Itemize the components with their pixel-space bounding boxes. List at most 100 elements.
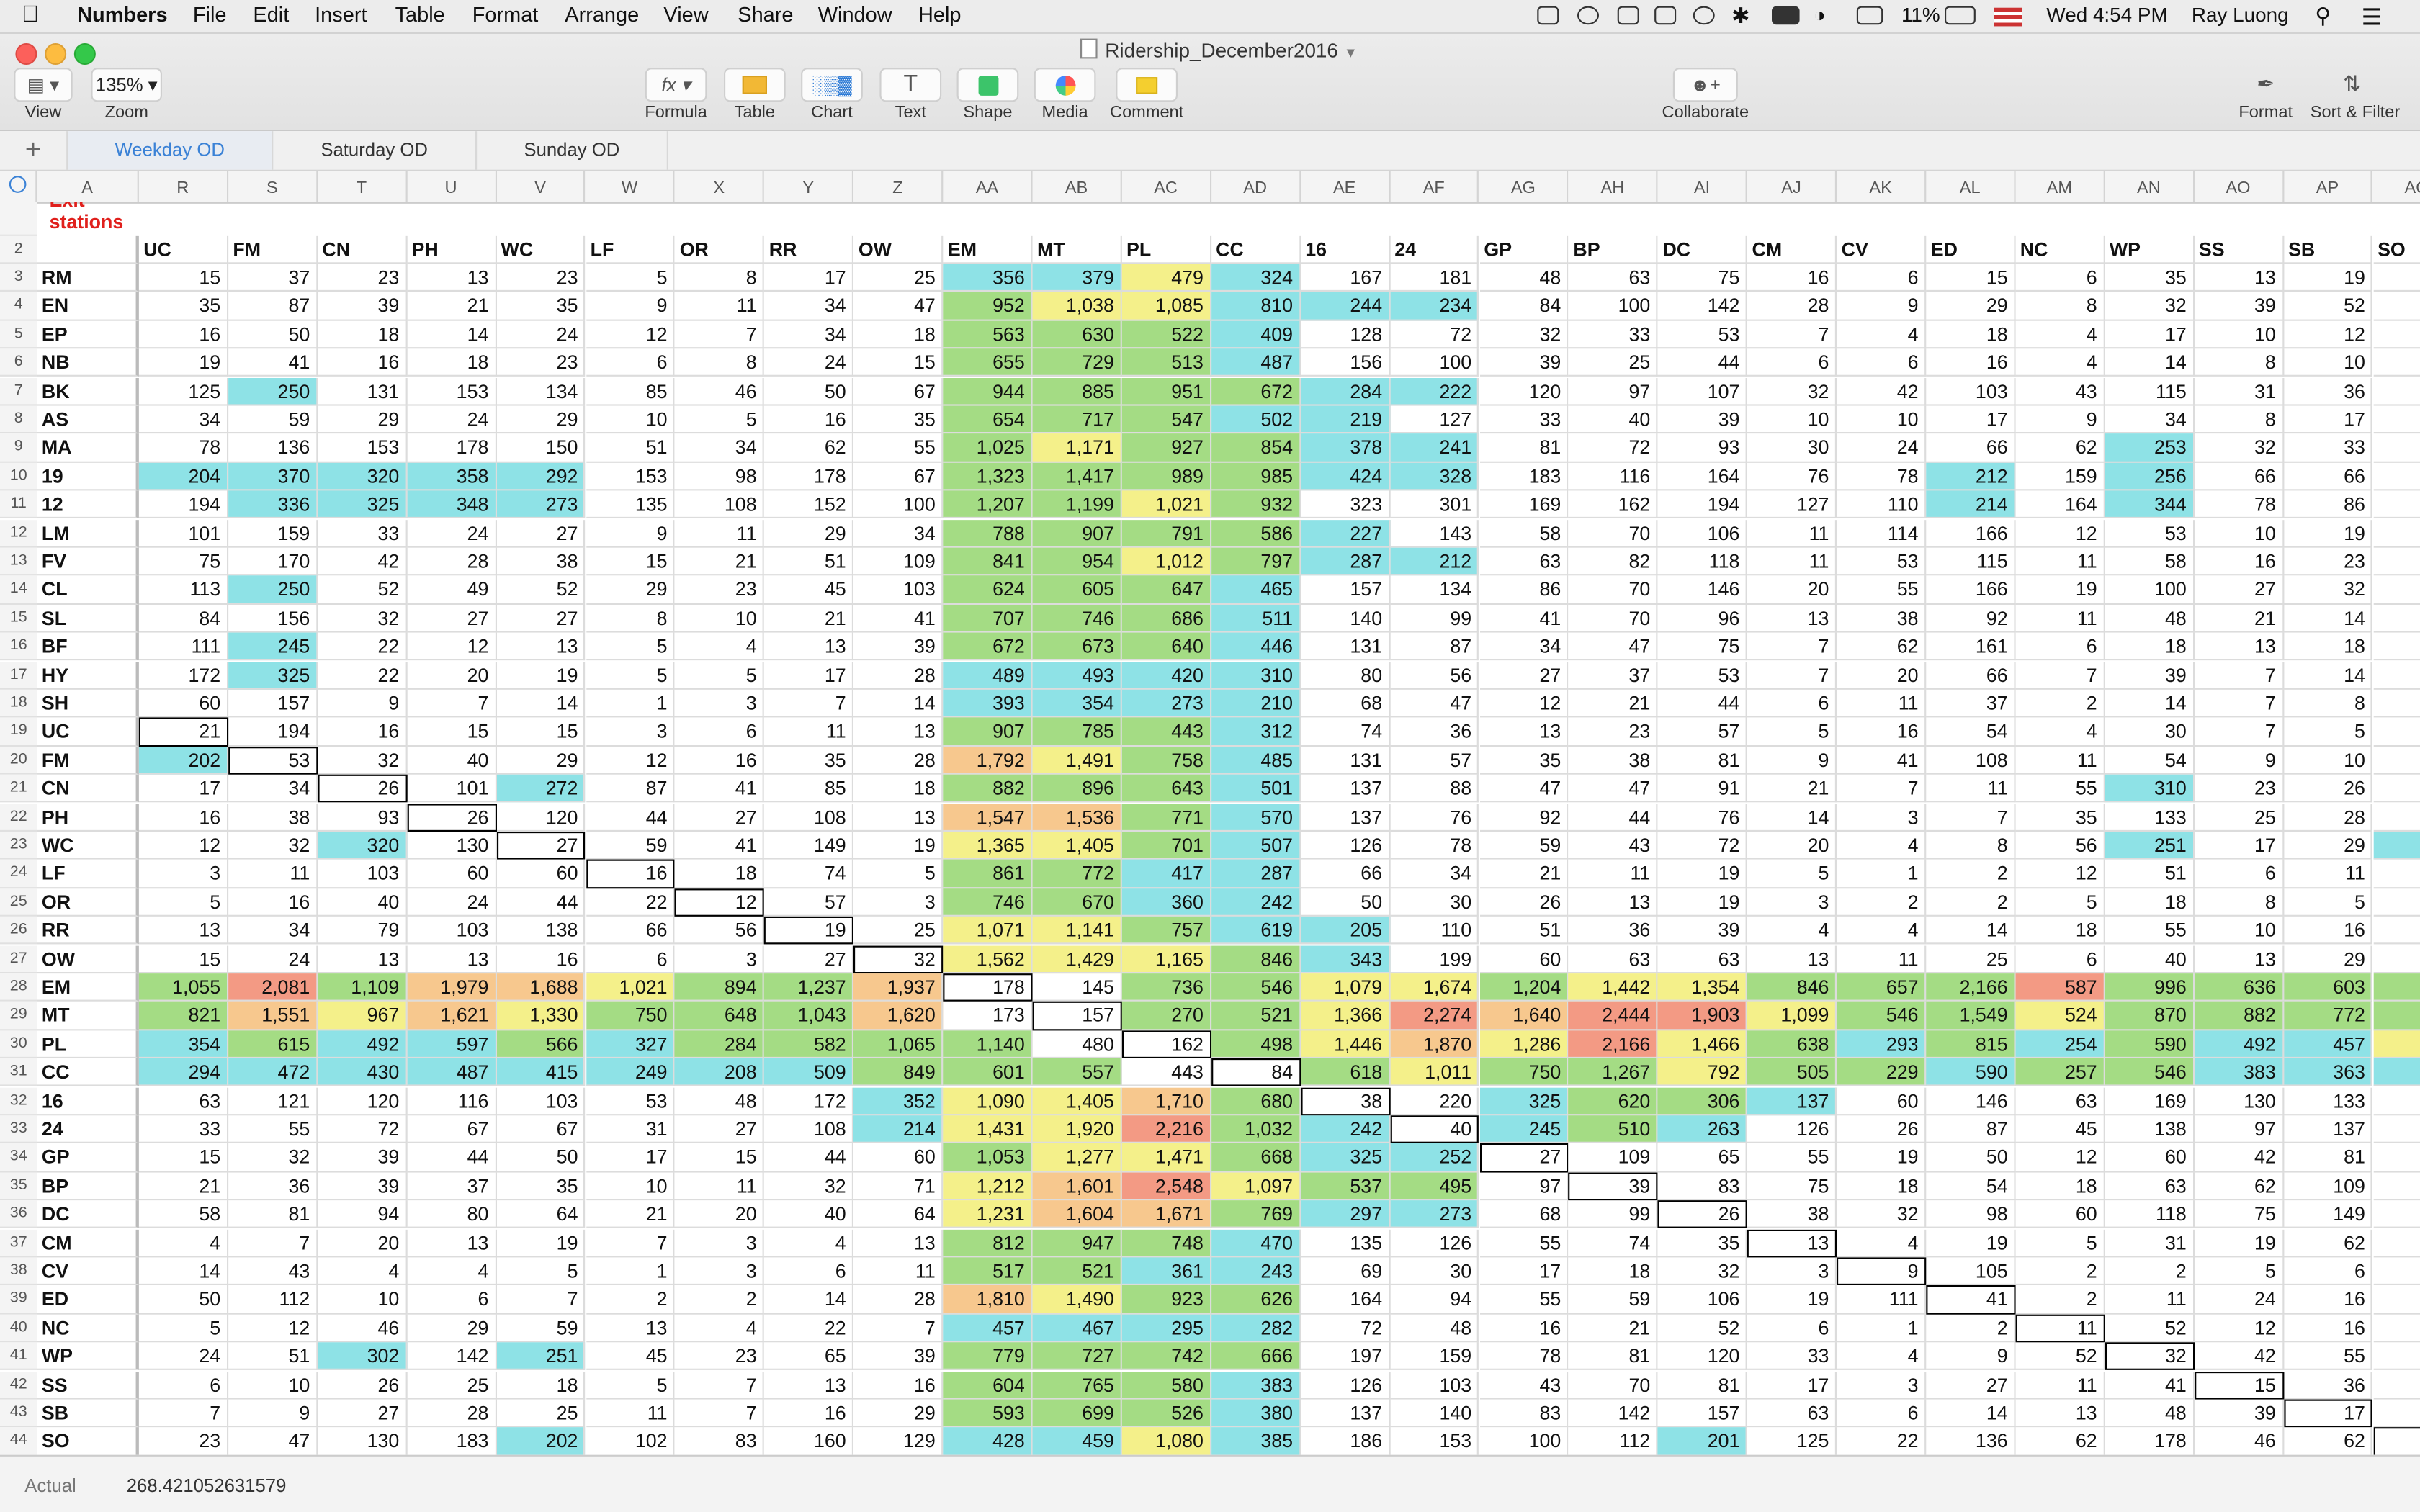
data-cell[interactable]: 120 — [1479, 377, 1569, 406]
column-title-cell[interactable]: ED — [1926, 235, 2016, 264]
data-cell[interactable]: 24 — [138, 1342, 228, 1371]
data-cell[interactable]: 1,671 — [1121, 1200, 1211, 1229]
row-label-cell[interactable]: SB — [37, 1399, 139, 1428]
data-cell[interactable]: 643 — [1121, 774, 1211, 804]
data-cell[interactable]: 1,090 — [943, 1086, 1033, 1116]
data-cell[interactable]: 13 — [586, 1314, 676, 1343]
row-number[interactable]: 38 — [0, 1257, 37, 1286]
data-cell[interactable]: 7 — [407, 689, 497, 719]
data-cell[interactable]: 1,065 — [853, 1030, 944, 1059]
data-cell[interactable]: 263 — [1658, 1115, 1748, 1144]
data-cell[interactable]: 13 — [2015, 1399, 2105, 1428]
data-cell[interactable]: 27 — [496, 831, 586, 860]
menu-user[interactable]: Ray Luong — [2191, 3, 2289, 27]
column-title-cell[interactable]: BP — [1568, 235, 1659, 264]
row-label-cell[interactable]: PL — [37, 1030, 139, 1059]
data-cell[interactable]: 6 — [1747, 348, 1837, 377]
data-cell[interactable]: 28 — [407, 547, 497, 576]
status-circle-icon[interactable] — [1693, 6, 1715, 25]
data-cell[interactable]: 17 — [1926, 405, 2016, 434]
data-cell[interactable]: 428 — [943, 1427, 1033, 1455]
data-cell[interactable]: 343 — [1300, 945, 1390, 973]
data-cell[interactable]: 1,286 — [1479, 1030, 1569, 1059]
data-cell[interactable] — [2372, 945, 2420, 973]
data-cell[interactable]: 18 — [407, 348, 497, 377]
data-cell[interactable]: 86 — [1479, 575, 1569, 605]
data-cell[interactable] — [2372, 491, 2420, 520]
data-cell[interactable]: 521 — [1032, 1257, 1122, 1286]
data-cell[interactable]: 59 — [586, 831, 676, 860]
data-cell[interactable]: 797 — [1211, 547, 1301, 576]
data-cell[interactable]: 20 — [1747, 575, 1837, 605]
data-cell[interactable]: 173 — [943, 1002, 1033, 1030]
data-cell[interactable]: 75 — [138, 547, 228, 576]
data-cell[interactable]: 66 — [2194, 462, 2284, 491]
data-cell[interactable]: 9 — [1837, 1257, 1927, 1286]
data-cell[interactable]: 29 — [496, 746, 586, 775]
data-cell[interactable]: 101 — [407, 774, 497, 804]
data-cell[interactable]: 40 — [317, 888, 408, 917]
data-cell[interactable]: 20 — [407, 661, 497, 690]
data-cell[interactable]: 443 — [1121, 1058, 1211, 1087]
column-header-an[interactable]: AN — [2105, 171, 2195, 202]
data-cell[interactable]: 23 — [675, 575, 765, 605]
data-cell[interactable]: 1,640 — [1479, 1002, 1569, 1030]
data-cell[interactable]: 92 — [1479, 803, 1569, 832]
data-cell[interactable]: 1,011 — [1389, 1058, 1479, 1087]
data-cell[interactable]: 50 — [1300, 888, 1390, 917]
data-cell[interactable]: 587 — [2015, 973, 2105, 1002]
row-number[interactable]: 32 — [0, 1086, 37, 1116]
data-cell[interactable]: 21 — [764, 604, 854, 633]
data-cell[interactable]: 18 — [2283, 632, 2373, 662]
data-cell[interactable]: 846 — [1211, 945, 1301, 973]
data-cell[interactable]: 70 — [1568, 519, 1659, 548]
data-cell[interactable]: 328 — [1389, 462, 1479, 491]
data-cell[interactable]: 14 — [853, 689, 944, 719]
notification-center-icon[interactable]: ☰ — [2361, 4, 2383, 31]
data-cell[interactable]: 153 — [407, 377, 497, 406]
row-label-cell[interactable]: BK — [37, 377, 139, 406]
row-number[interactable]: 34 — [0, 1143, 37, 1172]
data-cell[interactable]: 38 — [1300, 1086, 1390, 1116]
data-cell[interactable]: 21 — [2194, 604, 2284, 633]
column-header-y[interactable]: Y — [764, 171, 854, 202]
data-cell[interactable]: 75 — [1658, 264, 1748, 292]
column-title-cell[interactable]: CN — [317, 235, 408, 264]
data-cell[interactable]: 130 — [317, 1427, 408, 1455]
row-label-cell[interactable]: OW — [37, 945, 139, 973]
data-cell[interactable]: 41 — [675, 774, 765, 804]
data-cell[interactable]: 779 — [943, 1342, 1033, 1371]
data-cell[interactable]: 55 — [1479, 1228, 1569, 1258]
data-cell[interactable]: 10 — [675, 604, 765, 633]
data-cell[interactable]: 19 — [2194, 1228, 2284, 1258]
data-cell[interactable]: 597 — [407, 1030, 497, 1059]
data-cell[interactable]: 1,053 — [943, 1143, 1033, 1172]
data-cell[interactable]: 480 — [1032, 1030, 1122, 1059]
data-cell[interactable]: 746 — [943, 888, 1033, 917]
data-cell[interactable]: 10 — [2283, 746, 2373, 775]
app-menu[interactable]: Numbers — [77, 3, 168, 27]
row-label-cell[interactable]: CN — [37, 774, 139, 804]
data-cell[interactable]: 35 — [1658, 1228, 1748, 1258]
data-cell[interactable]: 245 — [228, 632, 318, 662]
data-cell[interactable]: 19 — [496, 661, 586, 690]
column-title-cell[interactable]: MT — [1032, 235, 1122, 264]
data-cell[interactable]: 97 — [2194, 1115, 2284, 1144]
data-cell[interactable]: 1 — [1837, 860, 1927, 888]
data-cell[interactable]: 493 — [1032, 661, 1122, 690]
data-cell[interactable]: 18 — [2015, 917, 2105, 945]
data-cell[interactable]: 108 — [764, 1115, 854, 1144]
row-label-cell[interactable]: NC — [37, 1314, 139, 1343]
data-cell[interactable]: 38 — [1747, 1200, 1837, 1229]
data-cell[interactable]: 3 — [853, 888, 944, 917]
data-cell[interactable]: 18 — [1837, 1171, 1927, 1201]
data-cell[interactable]: 146 — [1658, 575, 1748, 605]
data-cell[interactable]: 24 — [407, 519, 497, 548]
data-cell[interactable]: 1,071 — [943, 917, 1033, 945]
data-cell[interactable]: 63 — [2105, 1171, 2195, 1201]
data-cell[interactable]: 5 — [853, 860, 944, 888]
data-cell[interactable]: 1,212 — [943, 1171, 1033, 1201]
data-cell[interactable]: 2 — [1837, 888, 1927, 917]
data-cell[interactable] — [2372, 888, 2420, 917]
data-cell[interactable]: 33 — [1568, 320, 1659, 349]
